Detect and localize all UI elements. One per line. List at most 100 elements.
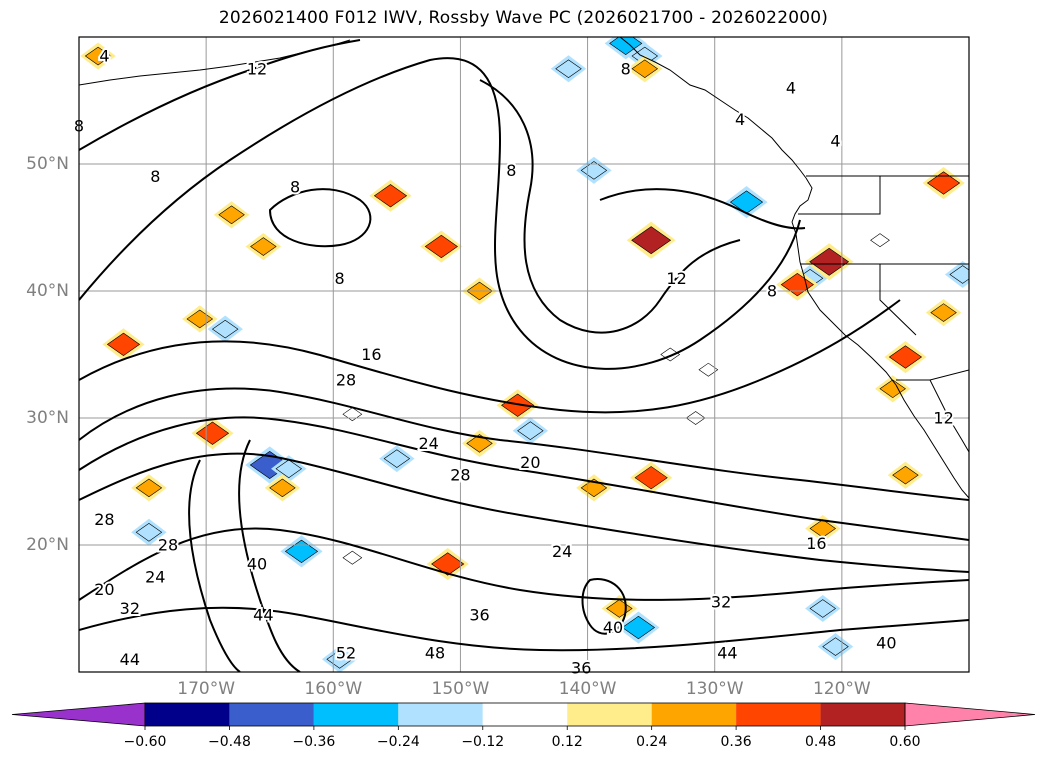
rossby-pc-anomaly [182, 305, 218, 333]
contour-label: 8 [506, 161, 516, 180]
anomaly-core [135, 523, 163, 542]
iwv-contour-28 [79, 452, 969, 573]
contour-label: 40 [876, 633, 896, 652]
colorbar-segment [567, 703, 652, 726]
anomaly-core [501, 393, 535, 417]
contour-label: 32 [120, 599, 140, 618]
anomaly-core [634, 466, 668, 490]
rossby-pc-anomaly [887, 461, 924, 489]
colorbar: −0.60 −0.48 −0.36 −0.24 −0.12 0.12 0.24 0.36 0.4… [11, 702, 1036, 750]
iwv-contour-24 [79, 416, 969, 541]
anomaly-core [949, 265, 969, 284]
contour-label: 36 [571, 659, 591, 678]
rossby-pc-anomaly [342, 407, 363, 422]
rossby-pc-anomaly [207, 315, 243, 343]
contour-label: 12 [247, 59, 267, 78]
lon-tick-label: 130°W [686, 679, 744, 699]
anomaly-core [342, 407, 363, 422]
contour-label: 52 [336, 643, 356, 662]
anomaly-core [780, 273, 814, 297]
anomaly-core [698, 362, 719, 377]
rossby-pc-anomaly [604, 37, 647, 60]
contour-label: 48 [425, 643, 445, 662]
contour-label: 16 [361, 345, 381, 364]
contour-label: 8 [621, 59, 631, 78]
colorbar-segment [651, 703, 737, 726]
lon-tick-label: 160°W [304, 679, 362, 699]
colorbar-extend-low [11, 702, 146, 727]
anomaly-core [660, 347, 681, 362]
colorbar-tick-label: 0.48 [805, 734, 836, 750]
anomaly-core [809, 247, 850, 276]
gulf-of-california-coast [929, 379, 969, 453]
lat-tick-label: 40°N [26, 281, 69, 301]
anomaly-core [275, 459, 303, 479]
rossby-pc-anomaly [191, 417, 234, 450]
anomaly-core [373, 184, 408, 208]
anomaly-core [621, 615, 656, 640]
alaska-coastline [619, 37, 807, 179]
contour-label: 12 [666, 269, 686, 288]
anomaly-core [195, 421, 230, 445]
lon-tick-label: 150°W [432, 679, 490, 699]
rossby-pc-shading [80, 37, 969, 672]
colorbar-segment [313, 703, 399, 726]
baja-coastline [895, 384, 969, 499]
contour-label: 24 [145, 567, 165, 586]
contour-label: 4 [786, 78, 796, 97]
rossby-pc-anomaly [944, 260, 969, 289]
contour-label: 24 [418, 434, 438, 453]
rossby-pc-anomaly [627, 55, 663, 83]
anomaly-core [879, 379, 906, 399]
contour-label: 8 [150, 167, 160, 186]
colorbar-segment [820, 703, 905, 726]
us-west-coastline [791, 221, 897, 386]
iwv-contour-12-gyre [79, 57, 801, 370]
colorbar-tick-label: −0.24 [377, 734, 420, 750]
rossby-pc-anomaly [626, 221, 676, 259]
latitude-tick-labels: 50°N 40°N 30°N 20°N [26, 154, 69, 555]
coastlines [79, 37, 969, 499]
iwv-contours [79, 39, 969, 672]
rossby-pc-anomaly [420, 230, 463, 263]
iwv-contour-8-north [79, 39, 361, 151]
anomaly-core [809, 599, 837, 618]
chart-title: 2026021400 F012 IWV, Rossby Wave PC (202… [218, 8, 829, 28]
anomaly-core [106, 332, 141, 356]
lat-tick-label: 20°N [26, 535, 69, 555]
contour-label: 32 [711, 593, 731, 612]
colorbar-tick-label: −0.48 [208, 734, 251, 750]
iwv-contour-16 [79, 299, 901, 414]
iwv-contour-36 [79, 606, 969, 652]
rossby-pc-anomaly [342, 550, 363, 565]
anomaly-core [631, 59, 659, 79]
contour-label: 44 [120, 650, 140, 669]
graticule [79, 37, 969, 672]
iwv-contour-40-east [581, 578, 627, 635]
state-border-ca-nv [879, 264, 917, 336]
rossby-pc-anomaly [870, 233, 890, 248]
colorbar-tick-label: −0.12 [461, 734, 504, 750]
anomaly-core [888, 345, 923, 369]
colorbar-tick-label: 0.12 [552, 734, 583, 750]
rossby-pc-anomaly [925, 299, 962, 327]
contour-label: 36 [469, 605, 489, 624]
map-frame [78, 36, 970, 673]
anomaly-core [892, 465, 919, 485]
contour-label: 28 [336, 370, 356, 389]
anomaly-core [609, 37, 643, 55]
contour-label: 28 [158, 536, 178, 555]
rossby-pc-anomaly [102, 328, 145, 361]
contour-label: 16 [806, 534, 826, 553]
anomaly-core [424, 234, 458, 259]
iwv-contour-40-west [238, 439, 301, 672]
anomaly-core [218, 205, 245, 225]
rossby-pc-anomaly [131, 518, 167, 546]
iwv-contour-32 [79, 527, 969, 601]
rossby-pc-anomaly [496, 389, 539, 422]
colorbar-segment [229, 703, 314, 726]
colorbar-segment [736, 703, 821, 726]
us-mexico-border [896, 369, 969, 381]
colorbar-tick-label: 0.24 [636, 734, 667, 750]
